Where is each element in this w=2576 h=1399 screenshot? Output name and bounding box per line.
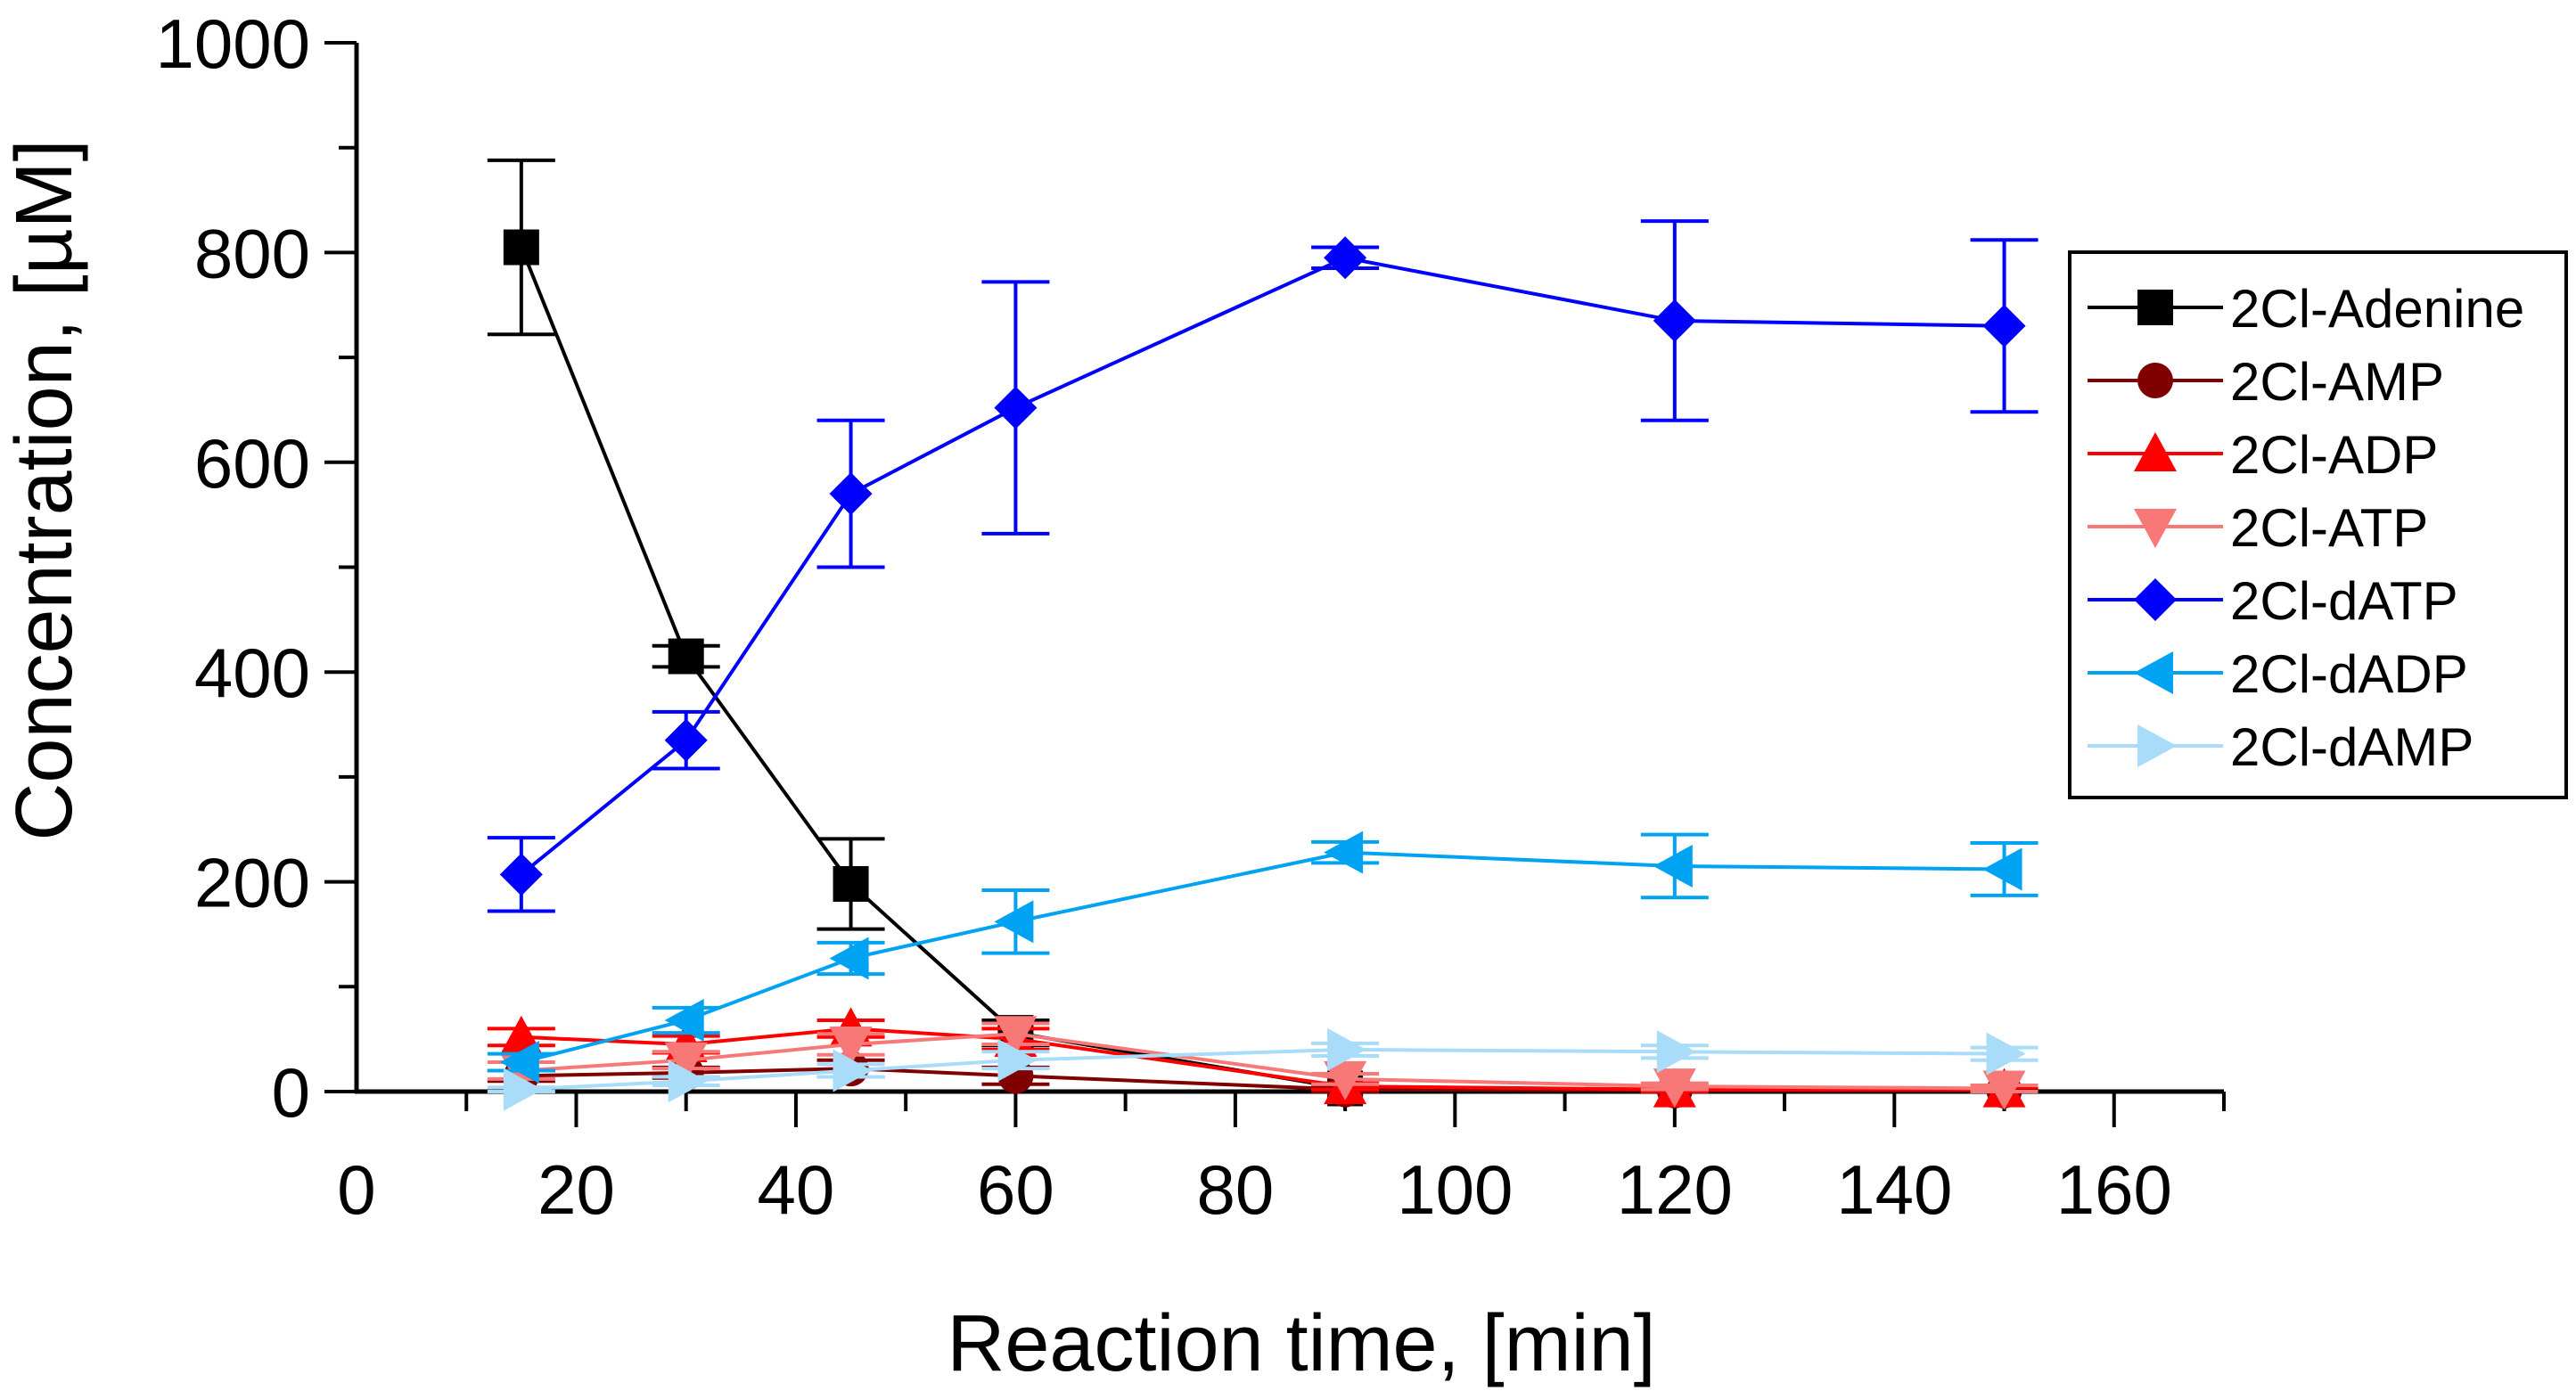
data-point-2cl-atp [1982,1070,2026,1110]
data-point-2cl-datp [829,472,873,516]
data-point-2cl-datp [499,853,543,896]
legend-item-2cl-dadp: 2Cl-dADP [2088,644,2468,704]
y-tick-label: 600 [194,424,310,503]
x-tick-label: 40 [758,1150,835,1229]
data-point-2cl-atp [664,1042,708,1082]
x-tick-label: 80 [1196,1150,1274,1229]
legend-item-2cl-adp: 2Cl-ADP [2088,425,2438,485]
legend-marker [2134,651,2173,694]
x-tick-label: 60 [977,1150,1054,1229]
y-axis-title: Concentration, [µM] [0,139,89,840]
data-point-2cl-damp [503,1068,543,1111]
data-point-2cl-damp [833,1049,873,1092]
legend-marker [2134,432,2177,471]
legend-label: 2Cl-Adenine [2230,279,2524,339]
data-point-2cl-datp [1982,304,2026,348]
y-tick-label: 0 [272,1053,310,1132]
data-point-2cl-dadp [1653,844,1693,888]
series-group [487,158,2039,1111]
series-2cl-damp [487,1027,2039,1111]
x-axis-title: Reaction time, [min] [947,1299,1655,1388]
legend-marker [2137,290,2173,325]
legend-marker [2137,724,2177,767]
data-point-2cl-damp [1656,1030,1696,1074]
data-point-2cl-atp [829,1027,873,1067]
data-point-2cl-dadp [1324,830,1364,874]
data-point-2cl-damp [997,1038,1038,1082]
legend-marker [2134,578,2177,621]
series-2cl-dadp [487,830,2039,1084]
data-point-2cl-atp [1653,1068,1696,1109]
x-tick-label: 100 [1397,1150,1513,1229]
axes: 0 200 400 600 800 1000 0 20 40 60 80 100 120 140 160 [155,4,2226,1229]
data-point-2cl-dadp [994,900,1034,944]
legend-marker [2134,509,2177,548]
legend-item-2cl-datp: 2Cl-dATP [2088,571,2458,631]
data-point-2cl-dadp [829,937,869,980]
legend-label: 2Cl-dATP [2230,571,2458,631]
x-tick-label: 120 [1617,1150,1733,1229]
legend-label: 2Cl-dAMP [2230,717,2473,777]
x-tick-label: 160 [2056,1150,2172,1229]
data-point-2cl-adenine [668,638,704,675]
legend-item-2cl-amp: 2Cl-AMP [2088,352,2444,412]
legend-item-2cl-adenine: 2Cl-Adenine [2088,279,2524,339]
data-point-2cl-adenine [833,865,869,902]
data-point-2cl-datp [994,386,1038,430]
data-point-2cl-atp [1324,1060,1367,1100]
data-point-2cl-damp [668,1059,708,1103]
data-point-2cl-datp [1324,236,1367,280]
legend-item-2cl-damp: 2Cl-dAMP [2088,717,2473,777]
series-2cl-datp [487,219,2039,913]
data-point-2cl-datp [664,718,708,762]
legend-marker [2137,363,2173,398]
legend: 2Cl-Adenine 2Cl-AMP 2Cl-ADP 2Cl-ATP 2Cl-dATP… [2068,250,2568,799]
x-tick-label: 140 [1836,1150,1952,1229]
y-tick-label: 800 [194,214,310,292]
data-point-2cl-atp [994,1016,1038,1056]
data-point-2cl-dadp [664,998,704,1042]
y-tick-label: 200 [194,844,310,922]
x-tick-label: 20 [537,1150,615,1229]
data-point-2cl-adenine [503,229,539,266]
series-2cl-atp [487,1016,2039,1110]
data-point-2cl-damp [1327,1027,1367,1071]
y-tick-label: 1000 [155,4,310,83]
data-point-2cl-datp [1653,299,1696,342]
legend-item-2cl-atp: 2Cl-ATP [2088,498,2428,558]
legend-label: 2Cl-dADP [2230,644,2468,704]
data-point-2cl-dadp [1982,847,2022,891]
legend-label: 2Cl-ADP [2230,425,2438,485]
legend-label: 2Cl-AMP [2230,352,2444,412]
data-point-2cl-damp [1986,1032,2026,1076]
x-tick-label: 0 [337,1150,375,1229]
data-point-2cl-dadp [499,1041,539,1084]
y-tick-label: 400 [194,634,310,712]
legend-label: 2Cl-ATP [2230,498,2428,558]
